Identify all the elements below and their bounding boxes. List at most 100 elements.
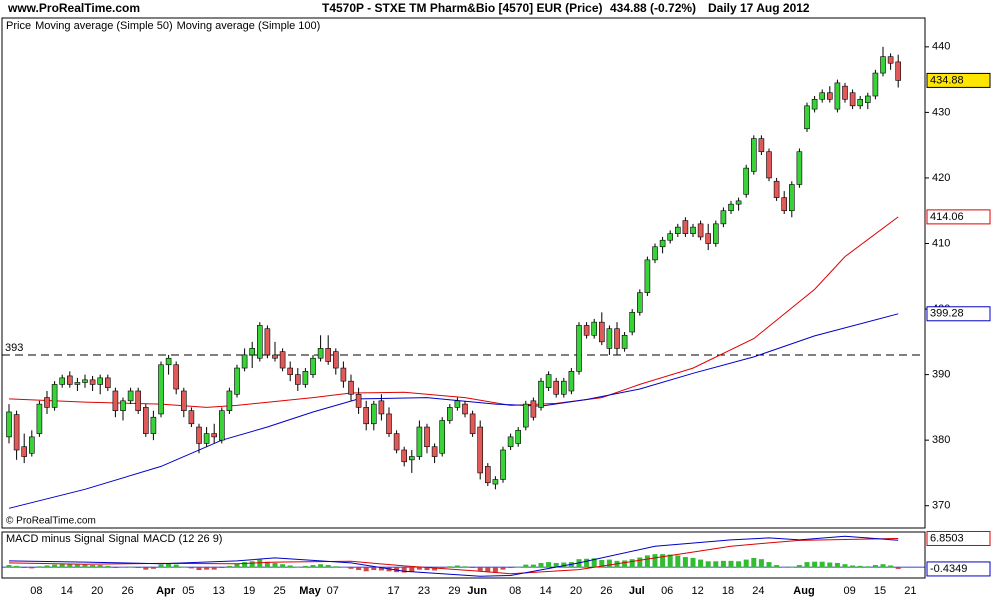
histogram-bar — [591, 558, 597, 568]
ma-last-value-box — [926, 209, 991, 225]
candle-body — [530, 400, 537, 418]
x-tick-label: 14 — [539, 585, 551, 597]
histogram-bar — [401, 567, 407, 573]
x-tick-label: 08 — [30, 585, 42, 597]
histogram-bar — [280, 564, 286, 568]
candle-body — [82, 379, 88, 383]
x-tick-label: Aug — [793, 585, 814, 597]
candle-body — [644, 259, 651, 293]
candle-body — [302, 371, 309, 385]
moving-average — [8, 313, 899, 509]
histogram-bar — [713, 561, 719, 568]
histogram-bar — [52, 564, 58, 568]
candle-body — [378, 400, 385, 415]
histogram-bar — [97, 565, 103, 568]
histogram-bar — [295, 566, 301, 568]
histogram-bar — [242, 562, 248, 568]
candle-body — [507, 436, 514, 448]
histogram-bar — [789, 566, 795, 568]
histogram-bar — [363, 567, 369, 572]
candle-body — [826, 92, 833, 100]
candle-body — [196, 426, 202, 444]
candle-body — [690, 226, 696, 234]
x-tick-label: 12 — [691, 585, 703, 597]
candle-body — [317, 348, 324, 359]
histogram-bar — [44, 565, 50, 568]
histogram-bar — [173, 564, 179, 568]
histogram-bar — [128, 566, 134, 568]
candle-body — [766, 151, 772, 179]
histogram-bar — [538, 562, 544, 568]
histogram-bar — [523, 564, 529, 568]
histogram-bar — [888, 565, 894, 568]
site-name: www.ProRealTime.com — [7, 1, 140, 15]
histogram-bar — [188, 567, 194, 569]
x-tick-label: 15 — [874, 585, 886, 597]
candle-body — [355, 393, 362, 408]
candle-body — [21, 446, 28, 457]
candle-body — [872, 72, 879, 97]
legend-entry: Signal — [108, 533, 139, 545]
candle-body — [264, 328, 271, 356]
y-tick-label: 390 — [932, 369, 950, 381]
x-tick-label: Jul — [629, 585, 645, 597]
candle-body — [165, 357, 172, 366]
histogram-bar — [637, 557, 643, 568]
histogram-bar — [758, 559, 764, 568]
candle-body — [393, 433, 400, 451]
histogram-bar — [872, 565, 878, 568]
candle-body — [804, 105, 810, 130]
candle-body — [849, 92, 856, 107]
candle-body — [310, 357, 316, 375]
histogram-bar — [204, 567, 210, 570]
histogram-bar — [135, 567, 141, 568]
histogram-bar — [804, 562, 810, 568]
macd-line — [8, 535, 899, 577]
candle-body — [150, 416, 157, 434]
candle-body — [431, 446, 438, 457]
candle-body — [105, 377, 111, 389]
candle-body — [895, 61, 902, 81]
histogram-bar — [470, 567, 476, 568]
histogram-bar — [318, 564, 324, 568]
histogram-bar — [302, 565, 308, 568]
candle-body — [211, 433, 217, 438]
candle-body — [416, 426, 423, 457]
histogram-bar — [743, 559, 749, 568]
candle-body — [728, 203, 734, 212]
histogram-bar — [348, 567, 354, 569]
histogram-bar — [409, 567, 415, 572]
histogram-bar — [652, 554, 658, 568]
histogram-bar — [120, 567, 126, 568]
candle-body — [598, 321, 605, 343]
candle-body — [484, 466, 491, 484]
histogram-bar — [751, 557, 757, 568]
histogram-bar — [842, 564, 848, 568]
histogram-bar — [690, 557, 696, 568]
histogram-bar — [781, 567, 787, 568]
candle-body — [705, 233, 712, 244]
candle-body — [120, 400, 126, 411]
candle-body — [127, 390, 134, 402]
candle-body — [515, 430, 522, 444]
period: Daily — [708, 1, 737, 15]
x-tick-label: 26 — [121, 585, 133, 597]
moving-average — [8, 216, 899, 408]
histogram-bar — [736, 561, 742, 568]
candle-body — [97, 377, 103, 385]
histogram-bar — [462, 566, 468, 568]
x-tick-label: 13 — [213, 585, 225, 597]
histogram-bar — [226, 565, 232, 568]
price-panel — [1, 17, 926, 529]
candle-body — [173, 364, 179, 390]
candle-body — [606, 328, 613, 349]
legend-entry: Price — [6, 20, 31, 32]
candle-body — [469, 413, 476, 434]
candle-body — [819, 92, 826, 100]
x-tick-label: 17 — [387, 585, 399, 597]
candle-body — [74, 382, 81, 385]
histogram-bar — [371, 567, 377, 571]
histogram-last-value: -0.4349 — [930, 563, 967, 575]
histogram-bar — [660, 554, 666, 568]
